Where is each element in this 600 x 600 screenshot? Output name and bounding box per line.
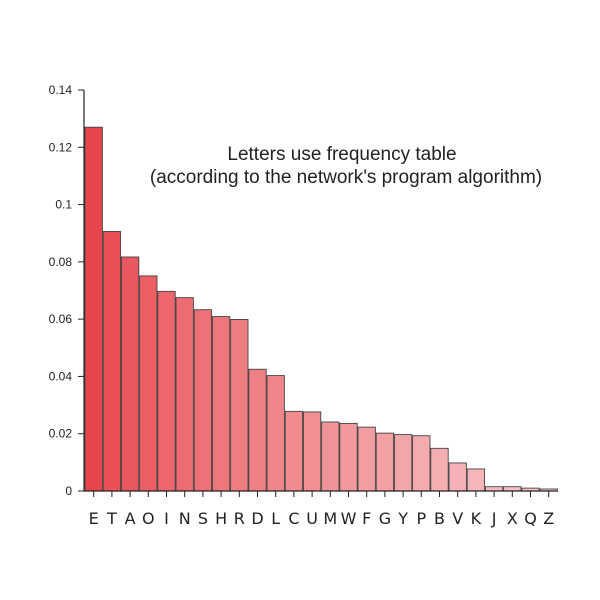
bar-x <box>503 486 522 492</box>
x-tick-label: I <box>164 509 169 528</box>
x-tick-label: H <box>215 509 227 528</box>
x-tick-label: X <box>507 509 518 528</box>
y-tick-label: 0.1 <box>55 198 72 212</box>
bar-h <box>211 316 231 492</box>
bar-g <box>375 432 395 492</box>
x-tick-label: C <box>288 509 299 528</box>
x-tick-label: L <box>271 509 280 528</box>
bar-b <box>430 447 449 492</box>
bar-e <box>84 126 103 492</box>
bar-t <box>102 231 122 492</box>
y-tick-label: 0.02 <box>49 427 73 441</box>
x-tick-label: E <box>89 509 99 528</box>
bar-c <box>284 410 304 492</box>
bar-d <box>248 368 267 492</box>
bar-i <box>157 290 176 492</box>
bar-j <box>484 486 504 492</box>
y-tick-label: 0.08 <box>49 255 73 269</box>
bars-group <box>84 126 558 492</box>
bar-s <box>193 309 213 492</box>
x-tick-label: O <box>142 509 155 528</box>
x-tick-label: K <box>471 509 482 528</box>
x-tick-label: B <box>434 509 445 528</box>
x-tick-label: D <box>251 509 263 528</box>
bar-w <box>339 422 358 492</box>
bar-v <box>448 462 467 492</box>
x-tick-label: W <box>341 509 357 528</box>
bar-k <box>466 468 486 492</box>
x-tick-label: N <box>179 509 191 528</box>
bar-y <box>393 434 413 492</box>
x-tick-label: Q <box>524 509 537 528</box>
chart-subtitle: (according to the network's program algo… <box>150 167 542 188</box>
x-tick-label: U <box>306 509 318 528</box>
x-tick-label: F <box>362 509 371 528</box>
x-tick-label: P <box>416 509 426 528</box>
y-tick-label: 0.12 <box>49 140 73 154</box>
bar-m <box>321 421 340 492</box>
y-axis: 0 0.02 0.04 0.06 0.08 0.1 0.12 0.14 <box>49 83 85 498</box>
y-tick-label: 0.14 <box>49 83 73 97</box>
bar-f <box>357 426 376 492</box>
bar-n <box>175 297 194 492</box>
x-tick-label: G <box>379 509 391 528</box>
y-tick-label: 0 <box>65 484 72 498</box>
bar-l <box>266 375 285 492</box>
bar-u <box>302 411 322 492</box>
y-tick-label: 0.04 <box>49 369 73 383</box>
y-tick-label: 0.06 <box>49 312 73 326</box>
x-tick-label: Y <box>397 509 408 528</box>
bar-r <box>230 318 249 492</box>
bar-o <box>139 275 158 492</box>
x-tick-label: V <box>452 509 463 528</box>
x-tick-label: Z <box>543 509 554 528</box>
x-tick-label: T <box>106 509 117 528</box>
chart-title: Letters use frequency table <box>227 144 456 165</box>
x-tick-label: J <box>491 509 497 528</box>
x-tick-label: A <box>125 509 136 528</box>
bar-p <box>412 435 431 492</box>
x-tick-label: M <box>323 509 337 528</box>
bar-a <box>120 256 140 492</box>
x-tick-label: S <box>198 509 208 528</box>
x-tick-label: R <box>234 509 245 528</box>
